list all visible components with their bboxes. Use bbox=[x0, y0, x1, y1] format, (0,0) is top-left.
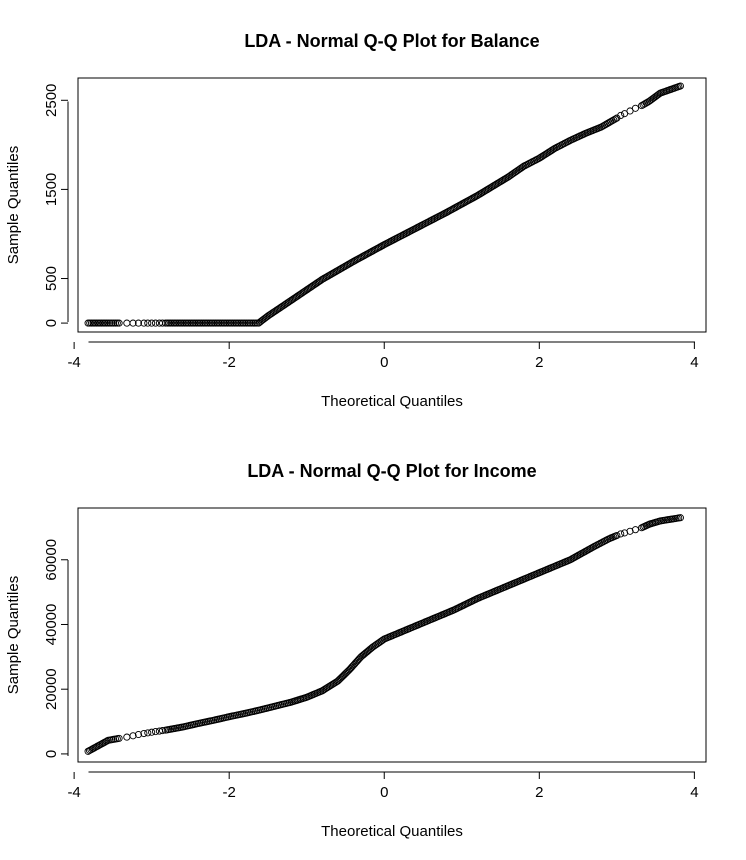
balance-data-point bbox=[134, 319, 143, 327]
balance-data-point bbox=[251, 319, 259, 327]
income-data-point bbox=[151, 728, 160, 736]
income-plot-title: LDA - Normal Q-Q Plot for Income bbox=[247, 461, 536, 481]
balance-data-point bbox=[123, 319, 131, 327]
income-y-tick-label: 20000 bbox=[43, 668, 60, 710]
balance-data-point bbox=[676, 82, 684, 90]
income-x-tick-label: -4 bbox=[67, 784, 80, 801]
balance-data-point bbox=[230, 319, 238, 327]
balance-data-point bbox=[113, 319, 121, 327]
balance-data-point bbox=[223, 319, 232, 327]
income-x-axis-label: Theoretical Quantiles bbox=[321, 823, 463, 840]
income-x-tick-label: -2 bbox=[223, 784, 236, 801]
balance-plot-box bbox=[77, 77, 707, 333]
balance-y-tick-label: 1500 bbox=[43, 173, 60, 206]
balance-x-tick-label: 0 bbox=[380, 354, 388, 371]
balance-plot-title: LDA - Normal Q-Q Plot for Balance bbox=[244, 31, 539, 51]
balance-data-point bbox=[249, 319, 257, 327]
income-x-ticks: -4 -2 0 2 4 bbox=[67, 772, 699, 801]
income-y-tick-label: 40000 bbox=[43, 604, 60, 646]
income-data-point bbox=[148, 728, 156, 736]
income-data-point bbox=[631, 526, 640, 534]
balance-data-point bbox=[617, 111, 625, 119]
balance-x-tick-label: -2 bbox=[223, 354, 236, 371]
income-x-tick-label: 4 bbox=[690, 784, 698, 801]
balance-data-point bbox=[235, 319, 244, 327]
balance-data-point bbox=[115, 319, 123, 327]
income-data-point bbox=[353, 657, 362, 665]
income-data-point bbox=[144, 729, 152, 737]
balance-data-point bbox=[246, 319, 254, 327]
balance-data-point bbox=[140, 319, 148, 327]
income-data-point bbox=[134, 730, 143, 739]
balance-qq-plot: LDA - Normal Q-Q Plot for Balance Theore… bbox=[5, 31, 707, 410]
balance-y-tick-label: 0 bbox=[43, 319, 60, 327]
balance-data-point bbox=[241, 319, 249, 327]
income-data-point bbox=[123, 733, 131, 741]
balance-y-tick-label: 2500 bbox=[43, 84, 60, 117]
balance-data-point bbox=[213, 319, 221, 327]
balance-data-point bbox=[201, 319, 209, 327]
balance-y-axis-label: Sample Quantiles bbox=[5, 146, 22, 264]
income-x-tick-label: 2 bbox=[535, 784, 543, 801]
income-data-point bbox=[613, 531, 621, 540]
balance-x-tick-label: 2 bbox=[535, 354, 543, 371]
balance-data-point bbox=[111, 319, 120, 327]
balance-x-tick-label: 4 bbox=[690, 354, 698, 371]
balance-points bbox=[84, 82, 684, 327]
income-y-ticks: 0 20000 40000 60000 bbox=[43, 539, 68, 758]
balance-data-point bbox=[106, 319, 114, 327]
income-data-point bbox=[129, 732, 137, 740]
income-qq-plot: LDA - Normal Q-Q Plot for Income Theoret… bbox=[5, 461, 707, 840]
balance-data-point bbox=[144, 319, 152, 327]
balance-data-point bbox=[244, 319, 252, 327]
balance-data-point bbox=[626, 107, 634, 115]
balance-data-point bbox=[189, 319, 197, 327]
income-data-point bbox=[103, 737, 111, 745]
balance-data-point bbox=[248, 319, 256, 327]
balance-data-point bbox=[611, 115, 619, 123]
income-data-point bbox=[158, 727, 167, 735]
balance-data-point bbox=[110, 319, 118, 327]
income-data-point bbox=[676, 514, 684, 522]
balance-data-point bbox=[194, 319, 202, 327]
balance-data-point bbox=[148, 319, 156, 327]
income-plot-box bbox=[77, 507, 707, 763]
income-data-point bbox=[140, 729, 148, 738]
balance-x-ticks: -4 -2 0 2 4 bbox=[67, 342, 699, 371]
balance-y-tick-label: 500 bbox=[43, 266, 60, 291]
balance-data-point bbox=[206, 319, 214, 327]
income-y-tick-label: 60000 bbox=[43, 539, 60, 581]
income-data-point bbox=[348, 663, 356, 671]
balance-data-point bbox=[104, 319, 112, 327]
balance-data-point bbox=[218, 319, 226, 327]
income-y-axis-label: Sample Quantiles bbox=[5, 576, 22, 694]
balance-data-point bbox=[129, 319, 137, 327]
balance-y-ticks: 0 500 1500 2500 bbox=[43, 84, 68, 327]
balance-x-axis-label: Theoretical Quantiles bbox=[321, 393, 463, 410]
balance-data-point bbox=[631, 104, 640, 112]
balance-data-point bbox=[151, 319, 160, 327]
income-data-point bbox=[617, 530, 625, 538]
income-x-tick-label: 0 bbox=[380, 784, 388, 801]
balance-data-point bbox=[182, 319, 190, 327]
income-data-point bbox=[115, 734, 123, 742]
balance-x-tick-label: -4 bbox=[67, 354, 80, 371]
balance-data-point bbox=[253, 319, 261, 327]
balance-data-point bbox=[108, 319, 116, 327]
income-y-tick-label: 0 bbox=[43, 750, 60, 758]
income-points bbox=[84, 514, 684, 755]
balance-data-point bbox=[242, 319, 250, 327]
